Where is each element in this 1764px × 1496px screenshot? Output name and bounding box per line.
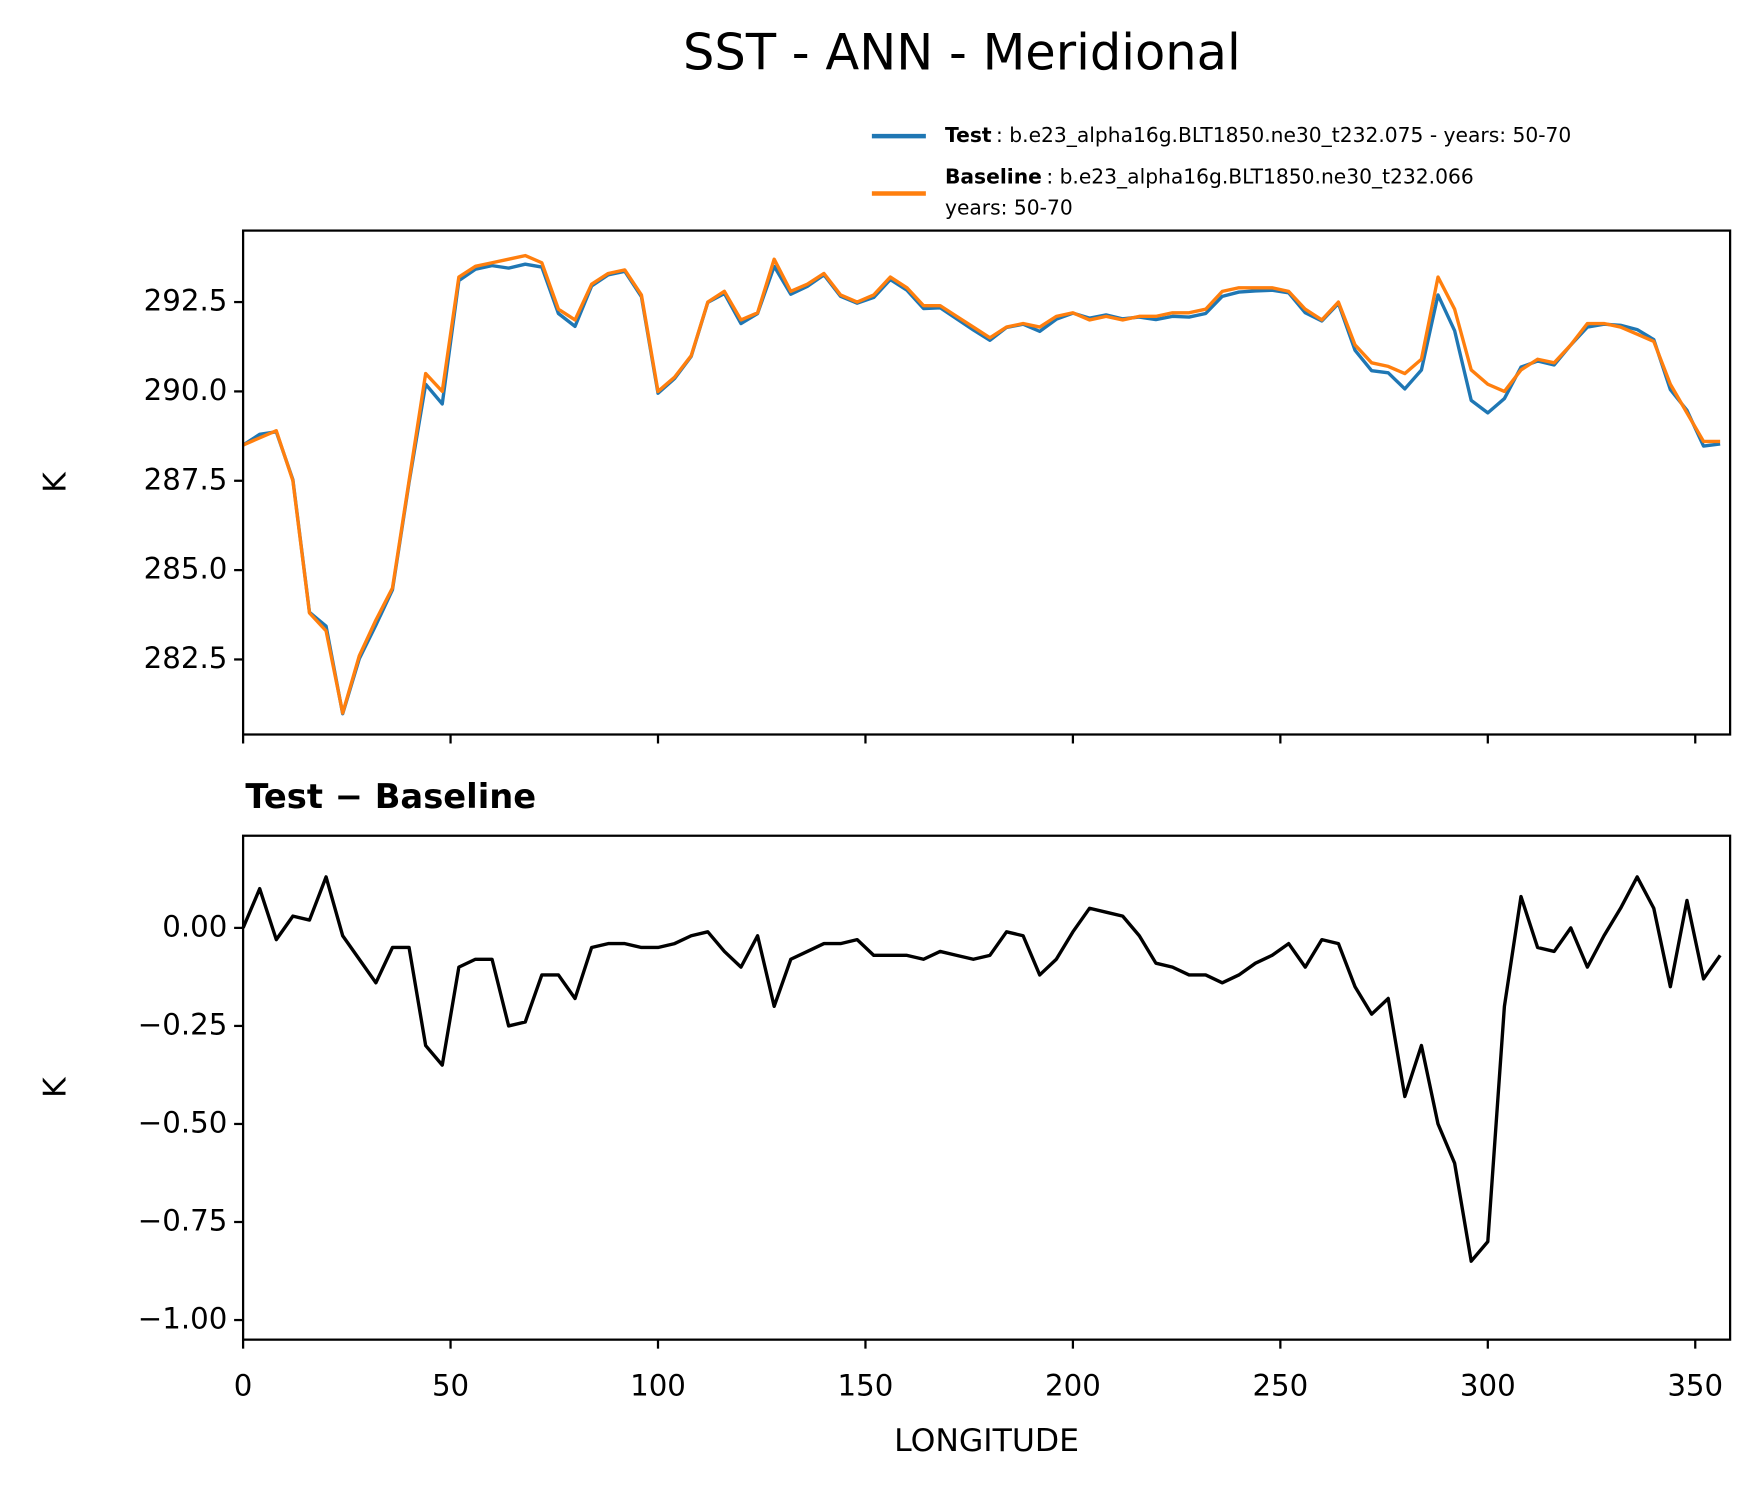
data-line [241,875,1722,1263]
legend-description: : b.e23_alpha16g.BLT1850.ne30_t232.075 -… [996,123,1571,147]
y-tick-label: 290.0 [144,373,228,407]
y-tick-label: 292.5 [144,284,228,318]
x-tick-label: 0 [234,1368,253,1402]
y-tick-label: −0.25 [138,1007,228,1041]
y-tick-label: 282.5 [144,641,228,675]
x-tick-label: 50 [432,1368,469,1402]
y-axis-label: K [37,471,73,493]
y-tick-label: 287.5 [144,462,228,496]
plot-frame [241,834,1732,1341]
y-tick-label: 285.0 [144,552,228,586]
legend-name: Baseline [945,164,1042,188]
plot-frame [241,229,1732,736]
x-tick-label: 200 [1045,1368,1101,1402]
legend-label: Baseline: b.e23_alpha16g.BLT1850.ne30_t2… [945,164,1474,188]
data-line [242,262,1721,716]
y-tick-label: −0.50 [138,1105,228,1139]
legend-description: years: 50-70 [945,196,1073,220]
x-tick-label: 250 [1252,1368,1308,1402]
y-tick-label: −1.00 [138,1302,228,1336]
subplot-title: Test − Baseline [245,777,536,816]
y-axis-label: K [37,1076,73,1098]
legend-name: Test [945,123,992,147]
legend-label: Test: b.e23_alpha16g.BLT1850.ne30_t232.0… [945,123,1571,147]
x-tick-label: 150 [838,1368,894,1402]
y-tick-label: −0.75 [138,1204,228,1238]
figure-title: SST - ANN - Meridional [683,24,1241,82]
legend-description: : b.e23_alpha16g.BLT1850.ne30_t232.066 [1046,164,1473,188]
x-tick-label: 300 [1460,1368,1516,1402]
x-tick-label: 350 [1667,1368,1723,1402]
x-axis-label: LONGITUDE [894,1423,1079,1459]
data-line [242,253,1721,715]
x-tick-label: 100 [630,1368,686,1402]
y-tick-label: 0.00 [162,909,227,943]
